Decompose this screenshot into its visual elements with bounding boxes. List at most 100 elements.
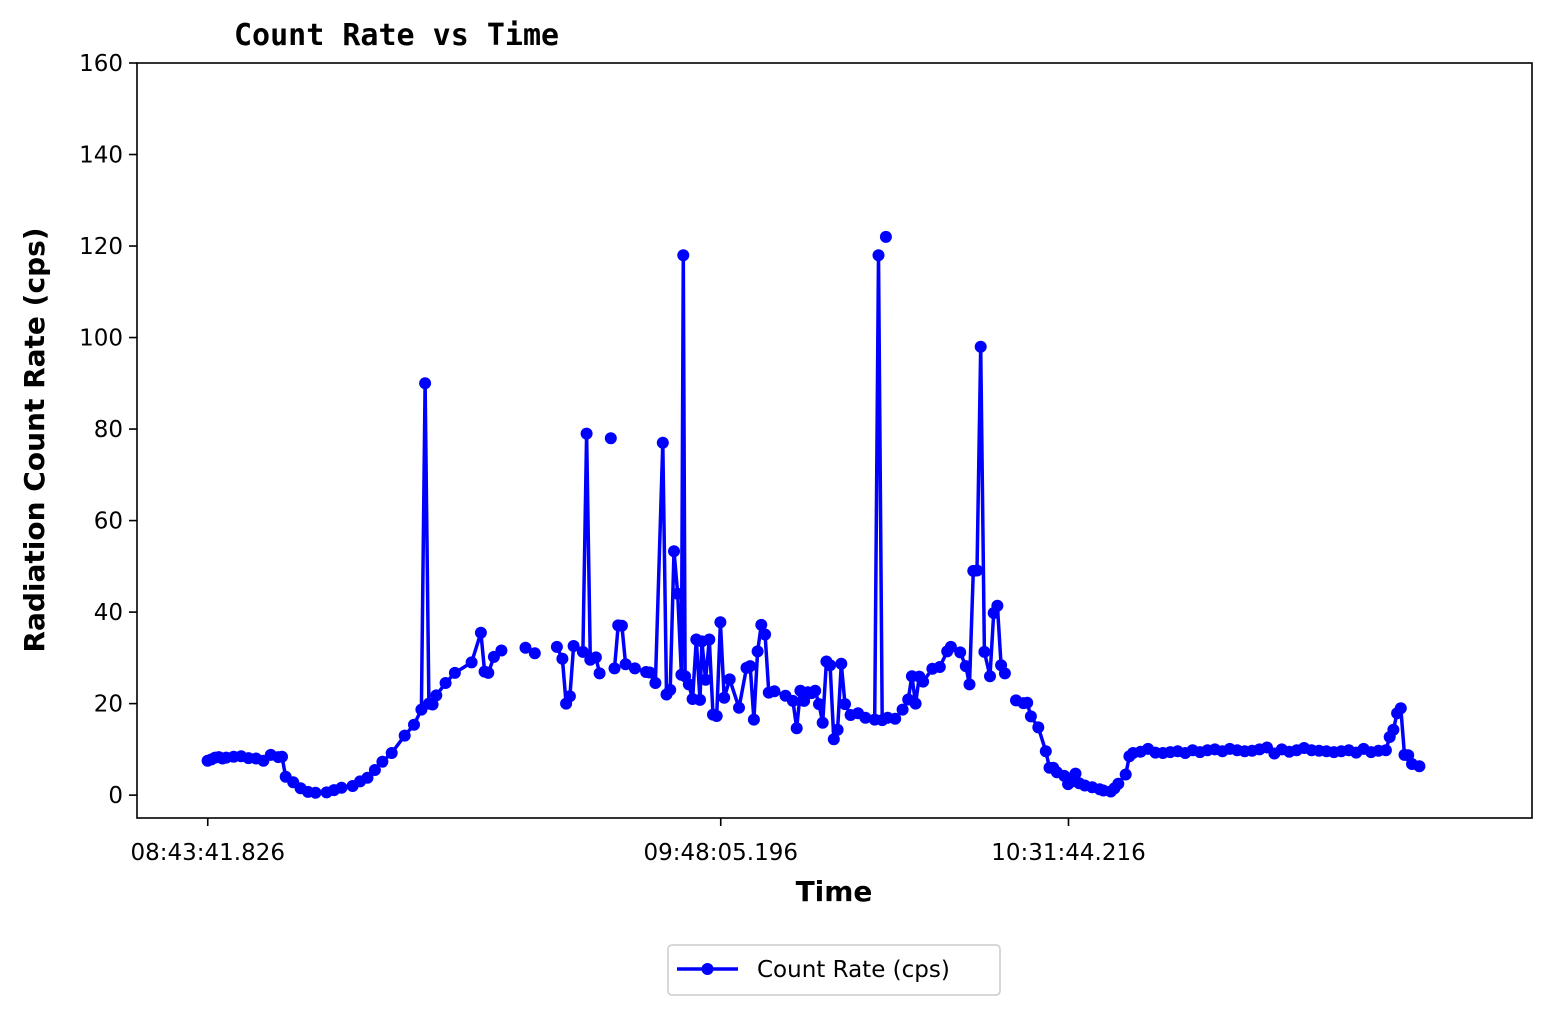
data-point xyxy=(744,660,757,673)
data-point xyxy=(733,701,745,714)
data-point xyxy=(671,587,684,600)
y-tick-label: 100 xyxy=(79,326,123,352)
data-point xyxy=(567,640,580,652)
series-count-rate xyxy=(201,230,1426,799)
data-point xyxy=(872,249,885,262)
data-point xyxy=(649,677,662,689)
data-point xyxy=(580,427,593,440)
y-tick-label: 20 xyxy=(94,692,123,718)
data-point xyxy=(604,432,617,445)
y-axis-label: Radiation Count Rate (cps) xyxy=(18,227,51,652)
data-point xyxy=(556,652,569,665)
legend: Count Rate (cps) xyxy=(667,944,1001,996)
legend-marker-swatch xyxy=(701,963,714,975)
data-point xyxy=(835,657,848,670)
data-point xyxy=(608,662,621,675)
data-point xyxy=(1387,723,1400,736)
data-point xyxy=(593,667,606,680)
data-point xyxy=(984,670,996,683)
x-tick-label: 10:31:44.216 xyxy=(991,840,1146,866)
data-point xyxy=(1021,696,1034,709)
data-point xyxy=(998,667,1011,680)
data-point xyxy=(408,718,420,731)
data-point xyxy=(628,662,641,675)
x-axis-label: Time xyxy=(796,875,873,908)
data-point xyxy=(682,678,695,691)
data-point xyxy=(563,690,576,703)
data-point xyxy=(991,599,1004,612)
x-tick-label: 08:43:41.826 xyxy=(130,840,285,866)
data-point xyxy=(398,729,411,742)
data-point xyxy=(576,645,589,658)
data-point xyxy=(1024,710,1037,723)
data-point xyxy=(714,616,727,629)
data-point xyxy=(430,689,443,702)
data-point xyxy=(677,249,690,262)
data-point xyxy=(718,691,731,704)
y-tick-label: 60 xyxy=(94,509,123,535)
data-point xyxy=(809,684,822,697)
data-point xyxy=(909,697,922,710)
y-axis-ticks: 0 20 40 60 80 100 120 140 160 xyxy=(79,51,137,809)
data-point xyxy=(1394,702,1407,715)
data-point xyxy=(474,626,487,639)
data-point xyxy=(917,675,930,688)
data-point xyxy=(816,716,829,729)
data-point xyxy=(495,644,508,657)
data-point xyxy=(896,703,909,716)
legend-entry-count-rate: Count Rate (cps) xyxy=(757,957,950,983)
data-point xyxy=(974,340,987,353)
data-point xyxy=(309,786,322,799)
data-point xyxy=(1119,768,1132,781)
data-point xyxy=(426,698,439,711)
legend-box xyxy=(667,944,1001,996)
data-point xyxy=(528,647,541,660)
data-point xyxy=(439,677,452,689)
y-tick-label: 160 xyxy=(79,51,123,77)
data-point xyxy=(615,619,628,632)
data-point xyxy=(759,628,772,641)
data-point xyxy=(971,564,983,577)
data-point xyxy=(694,693,706,706)
data-point xyxy=(963,678,976,691)
data-point xyxy=(465,656,478,669)
data-point xyxy=(768,685,781,698)
data-point xyxy=(1032,721,1045,734)
data-point xyxy=(933,661,946,673)
data-point xyxy=(335,781,348,794)
y-tick-label: 80 xyxy=(94,417,123,443)
y-tick-label: 40 xyxy=(94,600,123,626)
data-point xyxy=(368,764,381,776)
y-tick-label: 0 xyxy=(108,783,123,809)
data-point xyxy=(831,723,844,736)
chart-title: Count Rate vs Time xyxy=(234,18,559,53)
data-point xyxy=(519,641,532,654)
data-point xyxy=(361,771,374,784)
data-point xyxy=(703,633,716,646)
data-point xyxy=(944,640,957,653)
data-point xyxy=(1112,777,1125,790)
data-point xyxy=(978,645,991,658)
data-point xyxy=(879,230,892,243)
data-point xyxy=(550,640,563,653)
data-point xyxy=(755,618,768,631)
y-tick-label: 120 xyxy=(79,234,123,260)
data-point xyxy=(1413,760,1426,773)
data-point xyxy=(1039,745,1052,758)
data-point xyxy=(889,712,902,725)
y-tick-label: 140 xyxy=(79,143,123,169)
data-point xyxy=(959,660,972,673)
data-point xyxy=(954,646,967,659)
data-point xyxy=(859,711,872,724)
data-point xyxy=(790,722,803,735)
data-point xyxy=(664,683,677,696)
plot-frame xyxy=(136,62,1533,819)
data-point xyxy=(813,698,825,711)
data-point xyxy=(385,747,398,759)
data-point xyxy=(619,658,632,671)
data-point xyxy=(839,698,851,711)
data-point xyxy=(482,666,495,679)
data-point xyxy=(668,545,680,558)
